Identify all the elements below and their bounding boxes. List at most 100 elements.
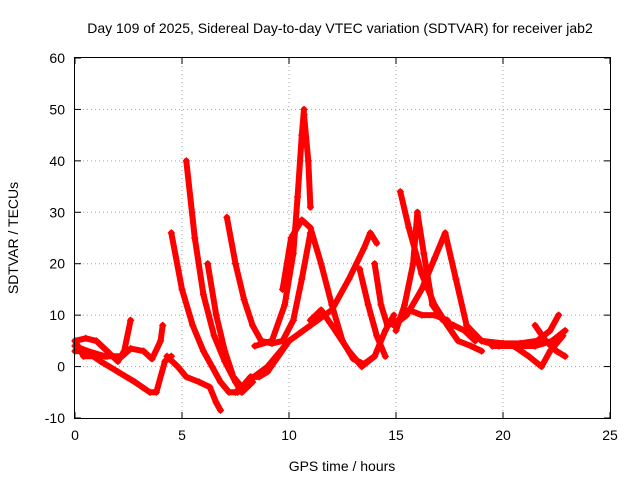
data-point bbox=[531, 342, 539, 350]
data-point bbox=[377, 301, 385, 309]
data-point bbox=[285, 337, 293, 345]
data-point bbox=[204, 260, 212, 268]
data-point bbox=[131, 378, 139, 386]
series-arc-06 bbox=[167, 229, 242, 396]
y-tick-label: 0 bbox=[57, 359, 65, 375]
data-point bbox=[159, 321, 167, 329]
data-point bbox=[152, 388, 160, 396]
data-point bbox=[92, 352, 100, 360]
data-point bbox=[268, 337, 276, 345]
data-point bbox=[366, 229, 374, 237]
data-point bbox=[281, 301, 289, 309]
data-point bbox=[317, 260, 325, 268]
data-point bbox=[452, 275, 460, 283]
data-point bbox=[405, 224, 413, 232]
series-trace bbox=[72, 337, 111, 360]
data-point bbox=[249, 321, 257, 329]
y-tick-label: 40 bbox=[49, 153, 65, 169]
data-point bbox=[461, 327, 468, 335]
series-trace bbox=[232, 229, 380, 396]
data-point bbox=[182, 157, 190, 165]
data-point bbox=[392, 327, 400, 335]
series-arc-09 bbox=[223, 213, 314, 347]
data-point bbox=[488, 342, 496, 350]
data-point bbox=[189, 321, 197, 329]
data-point bbox=[118, 352, 126, 360]
data-point bbox=[450, 321, 458, 329]
data-point bbox=[373, 332, 381, 340]
data-point bbox=[345, 347, 353, 355]
data-point bbox=[247, 375, 254, 383]
data-point bbox=[240, 296, 248, 304]
data-point bbox=[217, 378, 224, 386]
data-point bbox=[225, 388, 233, 396]
data-point bbox=[371, 352, 379, 360]
chart-title: Day 109 of 2025, Sidereal Day-to-day VTE… bbox=[87, 20, 593, 36]
data-point bbox=[82, 334, 90, 342]
data-point bbox=[287, 234, 295, 242]
data-point bbox=[80, 352, 88, 360]
data-point bbox=[364, 301, 372, 309]
data-point bbox=[114, 368, 122, 376]
data-point bbox=[428, 301, 436, 309]
data-point bbox=[555, 311, 563, 319]
axis-ticks: 0 5 10 15 20 25 -10 0 10 20 30 40 50 60 bbox=[45, 50, 618, 443]
data-point bbox=[229, 373, 237, 381]
data-point bbox=[212, 399, 220, 407]
data-point bbox=[206, 383, 214, 391]
data-point bbox=[127, 345, 135, 353]
data-point bbox=[199, 347, 207, 355]
data-point bbox=[478, 337, 486, 345]
grid bbox=[75, 58, 610, 418]
data-point bbox=[264, 363, 272, 371]
data-point bbox=[298, 131, 306, 139]
data-point bbox=[467, 342, 475, 350]
data-point bbox=[381, 327, 389, 335]
x-tick-label: 25 bbox=[602, 427, 618, 443]
data-point bbox=[251, 342, 259, 350]
data-point bbox=[561, 352, 569, 360]
data-point bbox=[439, 316, 447, 324]
data-point bbox=[431, 255, 438, 263]
data-point bbox=[232, 388, 239, 396]
data-point bbox=[195, 378, 203, 386]
data-point bbox=[345, 275, 353, 283]
data-point bbox=[199, 291, 207, 299]
x-axis-label: GPS time / hours bbox=[289, 458, 396, 474]
data-point bbox=[328, 321, 336, 329]
data-point bbox=[191, 234, 199, 242]
data-point bbox=[531, 321, 539, 329]
data-point bbox=[298, 216, 306, 224]
data-point bbox=[510, 342, 518, 350]
data-point bbox=[298, 275, 306, 283]
data-point bbox=[92, 337, 100, 345]
data-point bbox=[223, 213, 231, 221]
series-arc-13 bbox=[232, 229, 381, 396]
data-point bbox=[420, 249, 428, 257]
y-tick-label: 10 bbox=[49, 307, 65, 323]
data-point bbox=[441, 229, 449, 237]
data-point bbox=[306, 316, 314, 324]
data-point bbox=[289, 316, 297, 324]
data-point bbox=[413, 208, 421, 216]
data-point bbox=[146, 388, 154, 396]
y-tick-label: 50 bbox=[49, 101, 65, 117]
data-point bbox=[360, 244, 368, 252]
data-point bbox=[163, 352, 171, 360]
y-tick-label: 30 bbox=[49, 204, 65, 220]
data-point bbox=[294, 193, 302, 201]
data-point bbox=[217, 406, 224, 414]
series-trace bbox=[223, 214, 314, 347]
series-trace bbox=[532, 322, 569, 360]
series-arc-15 bbox=[356, 265, 389, 360]
data-point bbox=[212, 311, 220, 319]
data-point bbox=[157, 337, 165, 345]
series-trace bbox=[356, 265, 389, 360]
data-point bbox=[178, 285, 186, 293]
x-tick-label: 15 bbox=[388, 427, 404, 443]
series-trace bbox=[183, 157, 256, 396]
data-point bbox=[148, 355, 156, 363]
data-layer bbox=[71, 105, 569, 414]
data-point bbox=[221, 347, 229, 355]
